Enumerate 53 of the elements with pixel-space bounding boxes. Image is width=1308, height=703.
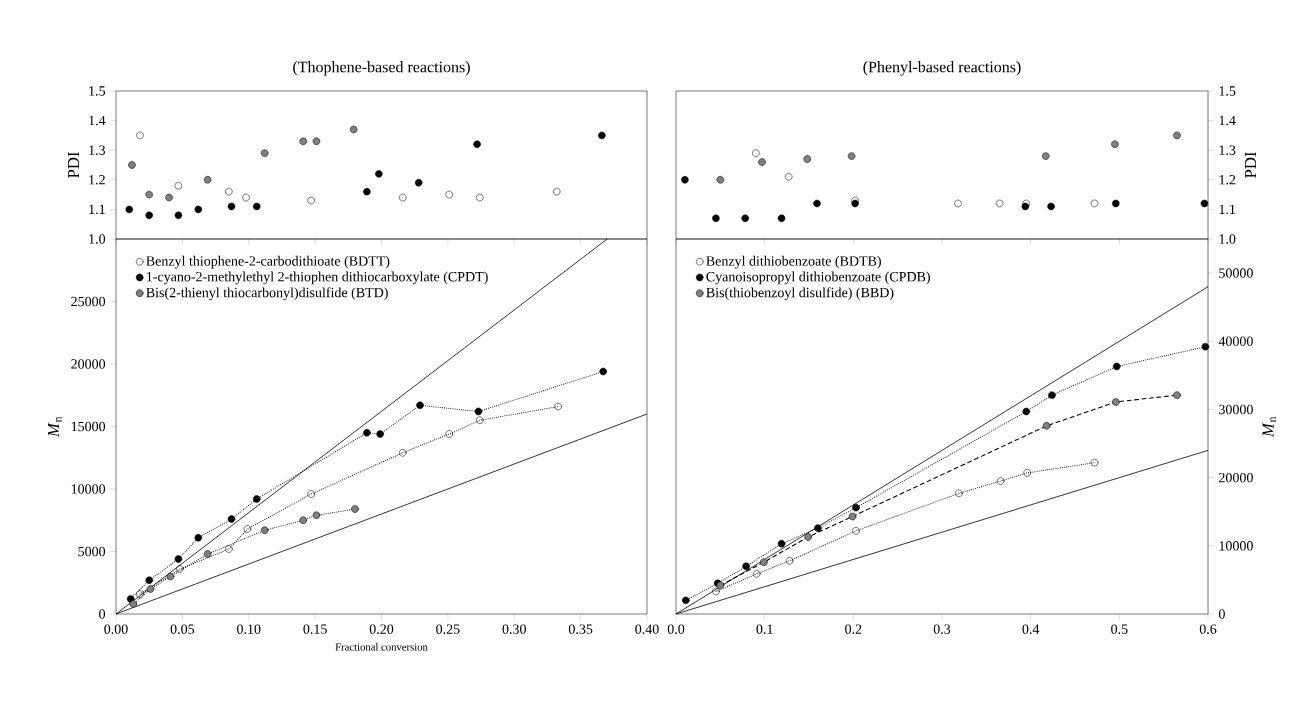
y-tick-label: 1.4 [1219, 115, 1236, 126]
x-tick-label: 0.00 [104, 624, 128, 634]
x-tick-label: 0.05 [170, 624, 195, 634]
x-tick-label: 0.0 [667, 624, 685, 634]
x-tick-label: 0.2 [845, 624, 862, 634]
y-tick-label: 1.2 [1219, 175, 1236, 185]
legend-label: Benzyl dithiobenzoate (BDTB) [706, 255, 881, 269]
y-tick-label: 30000 [1219, 404, 1253, 415]
y-tick-label: 1.0 [1219, 234, 1236, 244]
x-tick-label: 0.40 [635, 624, 659, 634]
x-tick-label: 0.10 [237, 624, 261, 634]
y-tick-label: 1.3 [1219, 145, 1236, 155]
y-tick-label: 40000 [1218, 336, 1253, 347]
legend-label: Bis(thiobenzoyl disulfide) (BBD) [706, 287, 894, 301]
y-tick-label: 1.5 [1219, 86, 1236, 96]
legend-label: Cyanoisopropyl dithiobenzoate (CPDB) [706, 271, 930, 285]
chart-title: (Thophene-based reactions) [293, 61, 470, 76]
y-tick-label: 20000 [1219, 472, 1253, 483]
y-tick-label: 1.0 [89, 234, 106, 244]
x-tick-label: 0.35 [568, 624, 593, 634]
y-tick-label: 10000 [1219, 541, 1253, 551]
y-tick-label: 50000 [1219, 268, 1253, 278]
y-tick-label: 1.1 [1219, 204, 1236, 215]
y-tick-label: 20000 [71, 359, 106, 369]
y-axis-title: PDI [68, 152, 79, 178]
legend-label: 1-cyano-2-methylethyl 2-thiophen dithiocarboxylate (CPDT) [147, 271, 488, 285]
x-tick-label: 0.30 [502, 624, 526, 634]
x-tick-label: 0.3 [933, 624, 951, 634]
x-tick-label: 0.5 [1111, 624, 1128, 634]
chart-title: (Phenyl-based reactions) [863, 61, 1021, 76]
y-tick-label: 1.2 [89, 175, 105, 185]
y-axis-title: PDI [1245, 152, 1257, 178]
x-tick-label: 0.20 [369, 624, 394, 634]
y-tick-label: 10000 [71, 484, 106, 494]
y-tick-label: 0 [1218, 609, 1225, 619]
x-tick-label: 0.1 [756, 624, 773, 634]
x-tick-label: 0.4 [1022, 624, 1040, 634]
x-tick-label: 0.25 [436, 624, 460, 634]
x-axis-title: Fractional conversion [335, 643, 428, 651]
y-tick-label: 25000 [71, 296, 106, 307]
y-tick-label: 1.3 [89, 145, 106, 155]
y-axis-title: M$_{n}$ [48, 416, 62, 438]
legend-label: Bis(2-thienyl thiocarbonyl)disulfide (BTD) [146, 287, 388, 301]
y-axis-title: M$_{n}$ [1262, 416, 1276, 438]
x-tick-label: 0.6 [1199, 624, 1217, 634]
y-tick-label: 1.1 [89, 204, 105, 215]
legend-label: Benzyl thiophene-2-carbodithioate (BDTT) [146, 255, 390, 269]
y-tick-label: 15000 [71, 421, 106, 432]
x-tick-label: 0.15 [303, 624, 327, 634]
y-tick-label: 1.4 [89, 115, 106, 126]
y-tick-label: 1.5 [89, 86, 106, 96]
y-tick-label: 0 [99, 609, 106, 619]
y-tick-label: 5000 [78, 546, 106, 557]
